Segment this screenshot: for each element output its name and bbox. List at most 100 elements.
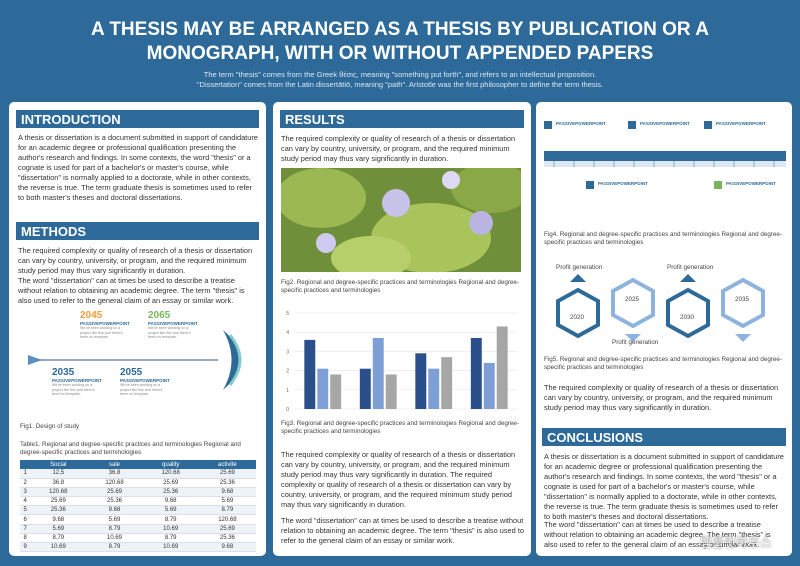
subtitle: The term "thesis" comes from the Greek θ…	[203, 70, 597, 79]
table-cell: 8.79	[86, 542, 143, 553]
table-row: 1 12.5 36.8 120.68 25.69	[20, 469, 256, 479]
table-cell: 7	[20, 524, 31, 534]
table-cell: 25.69	[198, 469, 256, 479]
bar	[441, 357, 453, 409]
year: 2025	[625, 296, 640, 303]
diagram-label: Profit generation	[667, 264, 714, 271]
table-cell: 120.68	[86, 478, 143, 488]
table-cell: 25.69	[30, 496, 87, 507]
table-cell: 9.68	[142, 496, 199, 507]
table-cell: 8.79	[142, 533, 199, 544]
table-row: 2 36.8 120.68 25.69 25.36	[20, 478, 256, 488]
diagram-label: Profit generation	[612, 339, 659, 346]
heading: RESULTS	[280, 110, 524, 128]
paragraph: The required complexity or quality of re…	[281, 134, 516, 163]
bar	[415, 353, 427, 409]
table-cell: 9.68	[30, 514, 87, 525]
y-tick-label: 5	[286, 311, 289, 317]
bar	[330, 374, 342, 409]
table-cell: 1	[20, 469, 31, 479]
item-text: We've been working on a project like thi…	[52, 383, 95, 396]
subtitle: "Dissertation" comes from the Latin diss…	[196, 80, 604, 89]
paragraph: The required complexity or quality of re…	[281, 450, 516, 509]
table-cell: 25.69	[86, 487, 143, 498]
item-label: PASSIVEPOWERPOINT	[120, 378, 170, 383]
table-row: 3 120.68 25.69 25.36 9.68	[20, 487, 256, 498]
table-cell: 5.69	[198, 496, 256, 507]
table-row: 8 8.79 10.69 8.79 25.36	[20, 533, 256, 544]
bar	[304, 339, 316, 409]
table-cell: 6	[20, 514, 31, 525]
chart: 0 1 2 3 4 5	[286, 311, 517, 413]
bar	[317, 368, 329, 409]
table-cell: 8.79	[198, 505, 256, 516]
year: 2020	[570, 314, 585, 321]
table-cell: 2	[20, 478, 31, 488]
table-cell: 120.68	[198, 514, 256, 525]
table-cell: 25.36	[198, 533, 256, 544]
timeline-item: 2055 PASSIVEPOWERPOINT We've been working …	[120, 367, 170, 397]
figure1-graphic	[28, 330, 242, 390]
item-text: We've been working on a project like thi…	[148, 326, 191, 339]
paragraph: A thesis or dissertation is a document s…	[18, 133, 258, 202]
y-tick-label: 3	[286, 349, 289, 355]
item-text: We've been working on a project like thi…	[80, 326, 123, 339]
bar	[496, 326, 508, 409]
item-label: PASSIVEPOWERPOINT	[716, 121, 766, 126]
caption: Fig1. Design of study	[20, 423, 80, 430]
caption: Fig4. Regional and degree-specific pract…	[544, 231, 783, 246]
table-cell: 12.5	[30, 469, 87, 479]
timeline-item: 2035 PASSIVEPOWERPOINT We've been working …	[52, 367, 102, 397]
table-cell: 8.79	[142, 514, 199, 525]
table-cell: 5.69	[142, 505, 199, 516]
year: 2030	[680, 314, 695, 321]
table-cell: 10.69	[30, 542, 87, 553]
bar	[385, 374, 397, 409]
table-row: 4 25.69 25.36 9.68 5.69	[20, 496, 256, 507]
heading: INTRODUCTION	[16, 110, 259, 128]
table-cell: 36.8	[30, 478, 87, 488]
paragraph: The word "dissertation" can at times be …	[544, 520, 771, 549]
paragraph: The required complexity or quality of re…	[544, 383, 779, 412]
table-cell: 36.8	[86, 469, 143, 479]
paragraph: The word "dissertation" can at times be …	[18, 276, 245, 305]
paragraph: The required complexity or quality of re…	[18, 246, 253, 275]
table-row: 9 10.69 8.79 10.69 9.68	[20, 542, 256, 553]
table-cell: 25.69	[142, 478, 199, 488]
header-cell	[20, 460, 31, 469]
timeline-item: 2045 PASSIVEPOWERPOINT We've been working …	[80, 310, 130, 340]
header-cell: sale	[86, 460, 143, 469]
watermark: 템플릿하우스	[700, 536, 772, 551]
year: 2035	[735, 296, 750, 303]
year: 2045	[80, 310, 103, 321]
caption: Fig3. Regional and degree-specific pract…	[281, 420, 520, 435]
table-cell: 25.69	[198, 524, 256, 534]
table-cell: 9	[20, 542, 31, 553]
table-cell: 10.69	[86, 533, 143, 544]
caption: Fig5. Regional and degree-specific pract…	[544, 356, 783, 371]
y-tick-label: 2	[286, 369, 289, 375]
table-cell: 8.79	[86, 524, 143, 534]
item-label: PASSIVEPOWERPOINT	[80, 321, 130, 326]
table-cell: 5	[20, 505, 31, 516]
table-row: 7 5.69 8.79 10.69 25.69	[20, 524, 256, 534]
year: 2055	[120, 367, 143, 378]
y-tick-label: 4	[286, 330, 289, 336]
y-tick-label: 0	[286, 407, 289, 413]
table-cell: 5.69	[86, 514, 143, 525]
table-cell: 8	[20, 533, 31, 544]
paragraph: A thesis or dissertation is a document s…	[544, 452, 784, 521]
table-cell: 120.68	[30, 487, 87, 498]
table-row: 6 9.68 5.69 8.79 120.68	[20, 514, 256, 525]
bar	[372, 337, 384, 409]
y-tick-label: 1	[286, 388, 289, 394]
item-label: PASSIVEPOWERPOINT	[556, 121, 606, 126]
item-label: PASSIVEPOWERPOINT	[148, 321, 198, 326]
bar	[483, 362, 495, 409]
table-cell: 25.36	[198, 478, 256, 488]
item-label: PASSIVEPOWERPOINT	[726, 181, 776, 186]
figure5-graphic	[556, 274, 765, 342]
heading: METHODS	[16, 222, 259, 240]
figure4-graphic	[544, 121, 786, 189]
table-cell: 120.68	[142, 469, 199, 479]
